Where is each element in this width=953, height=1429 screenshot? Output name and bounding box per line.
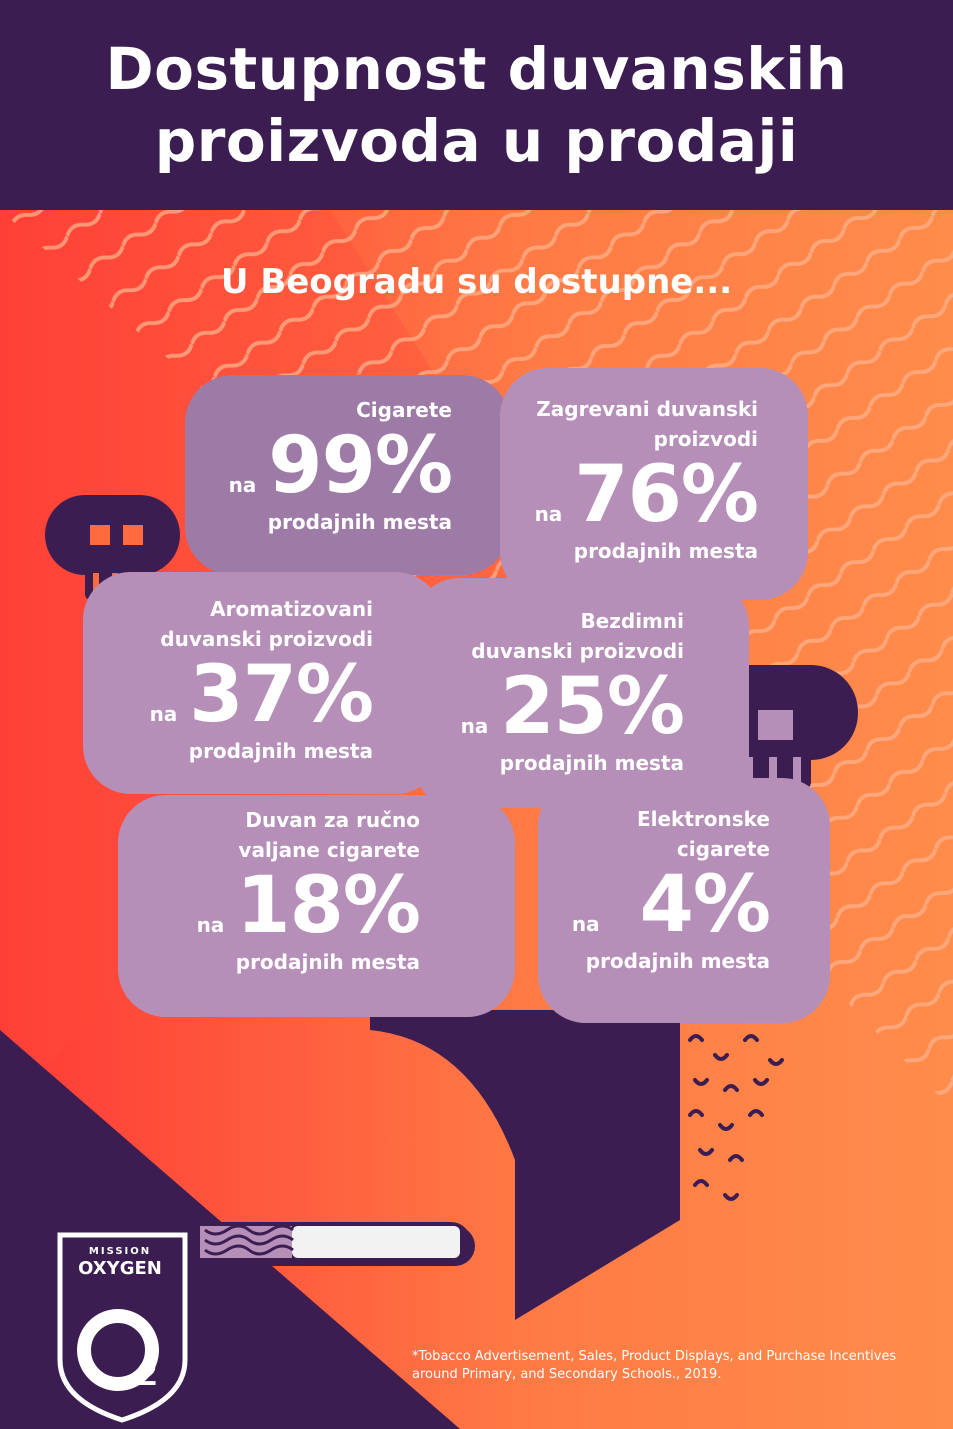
logo-text-mission: MISSION <box>88 1246 152 1257</box>
stat-bubble-roll-your-own: Duvan za ručno valjane cigarete na 18% p… <box>118 795 515 1017</box>
stat-title: Aromatizovani <box>210 597 373 621</box>
stat-percent: 37% <box>189 650 374 740</box>
stat-title: proizvodi <box>653 427 758 451</box>
title-line-1: Dostupnost duvanskih <box>105 35 848 103</box>
cigarette-icon <box>196 1222 475 1266</box>
stat-percent: 99% <box>268 421 453 511</box>
logo-text-oxygen: OXYGEN <box>78 1258 162 1279</box>
stat-title: duvanski proizvodi <box>160 627 373 651</box>
stat-suffix: prodajnih mesta <box>188 739 373 763</box>
stat-title: Zagrevani duvanski <box>536 397 758 421</box>
stat-prefix: na <box>571 912 600 936</box>
stat-bubble-cigarettes: Cigarete na 99% prodajnih mesta <box>185 375 510 575</box>
stat-prefix: na <box>196 913 225 937</box>
squiggle-texture <box>688 1034 784 1201</box>
stat-bubble-e-cigarettes: Elektronske cigarete na 4% prodajnih mes… <box>538 778 830 1023</box>
stat-suffix: prodajnih mesta <box>585 949 770 973</box>
stat-percent: 76% <box>574 450 759 540</box>
stat-title: duvanski proizvodi <box>471 639 684 663</box>
stat-percent: 18% <box>236 861 421 951</box>
subtitle: U Beogradu su dostupne... <box>220 262 733 302</box>
stat-suffix: prodajnih mesta <box>499 751 684 775</box>
stat-suffix: prodajnih mesta <box>267 510 452 534</box>
stat-percent: 4% <box>639 860 771 950</box>
stat-percent: 25% <box>500 662 685 752</box>
svg-text:2: 2 <box>138 1355 157 1393</box>
stat-suffix: prodajnih mesta <box>235 950 420 974</box>
stat-bubble-smokeless-tobacco: Bezdimni duvanski proizvodi na 25% proda… <box>412 578 749 808</box>
mission-oxygen-logo: 2 <box>57 1232 188 1423</box>
stat-title: Duvan za ručno <box>245 808 420 832</box>
stat-suffix: prodajnih mesta <box>573 539 758 563</box>
stat-title: cigarete <box>676 837 770 861</box>
stat-title: valjane cigarete <box>238 838 420 862</box>
stat-prefix: na <box>460 714 489 738</box>
stat-prefix: na <box>228 473 257 497</box>
stat-bubble-flavored-tobacco: Aromatizovani duvanski proizvodi na 37% … <box>83 572 443 794</box>
title-line-2: proizvoda u prodaji <box>154 107 799 175</box>
stat-bubble-heated-tobacco: Zagrevani duvanski proizvodi na 76% prod… <box>500 368 808 600</box>
stat-title: Cigarete <box>356 398 452 422</box>
source-footnote: *Tobacco Advertisement, Sales, Product D… <box>412 1349 897 1382</box>
stat-title: Bezdimni <box>580 609 684 633</box>
stat-title: Elektronske <box>636 807 770 831</box>
header: Dostupnost duvanskih proizvoda u prodaji <box>0 0 953 210</box>
stat-prefix: na <box>534 502 563 526</box>
tree-trunk <box>370 1010 680 1320</box>
stat-prefix: na <box>149 702 178 726</box>
